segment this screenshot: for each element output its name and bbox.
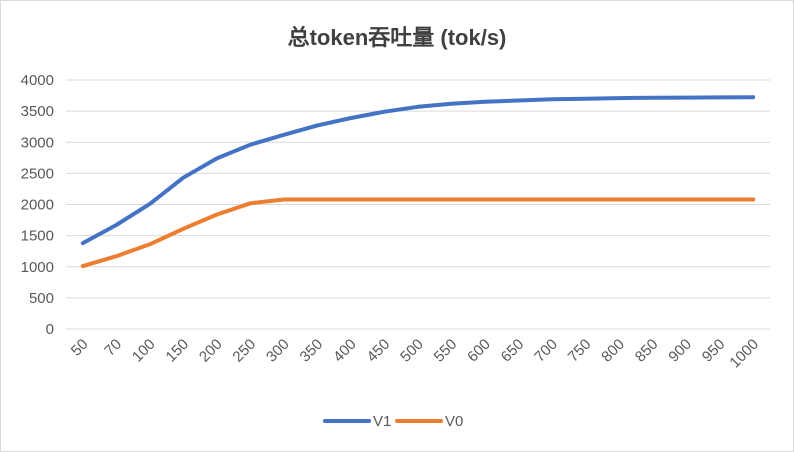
y-tick-label: 1500 — [21, 228, 54, 245]
data-point-v1 — [450, 102, 453, 106]
data-point-v0 — [383, 198, 386, 201]
gridlines — [66, 79, 770, 330]
data-point-v0 — [148, 242, 152, 246]
y-tick-label: 3000 — [21, 134, 54, 151]
x-tick-label: 950 — [699, 336, 729, 366]
data-point-v1 — [282, 133, 286, 137]
data-point-v0 — [751, 198, 755, 201]
x-tick-label: 100 — [129, 336, 159, 366]
data-point-v0 — [617, 198, 621, 201]
data-point-v1 — [651, 96, 655, 100]
data-point-v0 — [349, 198, 353, 201]
data-point-v0 — [483, 198, 487, 201]
y-tick-label: 500 — [29, 290, 54, 307]
data-point-v1 — [349, 116, 353, 120]
x-axis-ticks: 50 70 100 150 200 250 300 350 400 450 500 550 600 650… — [68, 336, 762, 372]
data-point-v0 — [248, 201, 252, 205]
series-line-v1 — [80, 95, 756, 246]
series-lines — [80, 95, 756, 269]
data-point-v0 — [181, 227, 185, 231]
data-point-v1 — [114, 223, 118, 227]
data-point-v0 — [416, 198, 420, 201]
x-tick-label: 650 — [498, 336, 528, 366]
x-tick-label: 300 — [263, 336, 293, 366]
x-tick-label: 350 — [297, 336, 327, 366]
y-tick-label: 2500 — [21, 165, 54, 182]
x-tick-label: 700 — [531, 336, 561, 366]
data-point-v0 — [651, 198, 655, 201]
y-tick-label: 3500 — [21, 103, 54, 120]
chart-title: 总token吞吐量 (tok/s) — [288, 25, 507, 50]
data-point-v1 — [248, 143, 252, 147]
x-tick-label: 50 — [68, 336, 92, 360]
data-point-v0 — [718, 198, 722, 201]
legend: V1 V0 — [323, 413, 463, 430]
x-tick-label: 400 — [330, 336, 360, 366]
data-point-v1 — [718, 95, 722, 99]
x-tick-label: 750 — [565, 336, 595, 366]
data-point-v1 — [215, 156, 219, 160]
data-point-v0 — [450, 198, 453, 201]
series-line-v0 — [80, 197, 756, 269]
data-point-v0 — [282, 198, 286, 201]
data-point-v1 — [617, 96, 621, 100]
x-tick-label: 70 — [101, 336, 125, 360]
data-point-v1 — [181, 176, 185, 180]
y-tick-label: 4000 — [21, 72, 54, 89]
x-tick-label: 900 — [665, 336, 695, 366]
x-tick-label: 800 — [598, 336, 628, 366]
y-tick-label: 1000 — [21, 259, 54, 276]
x-tick-label: 850 — [632, 336, 662, 366]
y-tick-label: 2000 — [21, 197, 54, 214]
x-tick-label: 250 — [229, 336, 259, 366]
data-point-v0 — [684, 198, 688, 201]
data-point-v1 — [751, 95, 755, 99]
data-point-v0 — [114, 254, 118, 258]
data-point-v1 — [315, 123, 319, 127]
data-point-v0 — [215, 213, 219, 216]
data-point-v1 — [81, 241, 85, 245]
x-tick-label: 500 — [397, 336, 427, 366]
data-point-v1 — [684, 96, 688, 100]
data-point-v1 — [416, 105, 420, 109]
y-tick-label: 0 — [46, 321, 54, 338]
data-point-v1 — [584, 97, 588, 101]
x-tick-label: 600 — [464, 336, 494, 366]
x-tick-label: 150 — [162, 336, 192, 366]
data-point-v1 — [148, 202, 152, 206]
y-axis-ticks: 0 500 1000 1500 2000 2500 3000 3500 4000 — [21, 72, 54, 338]
data-point-v0 — [315, 198, 319, 201]
data-point-v1 — [383, 110, 386, 114]
data-point-v1 — [550, 97, 554, 101]
data-point-v1 — [517, 99, 521, 102]
x-tick-label: 1000 — [726, 336, 762, 372]
x-tick-label: 450 — [364, 336, 394, 366]
x-tick-label: 200 — [196, 336, 226, 366]
x-tick-label: 550 — [431, 336, 461, 366]
data-point-v0 — [81, 264, 85, 268]
data-point-v1 — [483, 100, 487, 104]
data-point-v0 — [517, 198, 521, 201]
data-point-v0 — [584, 198, 588, 201]
legend-label-v0: V0 — [445, 413, 463, 430]
data-point-v0 — [550, 198, 554, 201]
legend-label-v1: V1 — [373, 413, 391, 430]
